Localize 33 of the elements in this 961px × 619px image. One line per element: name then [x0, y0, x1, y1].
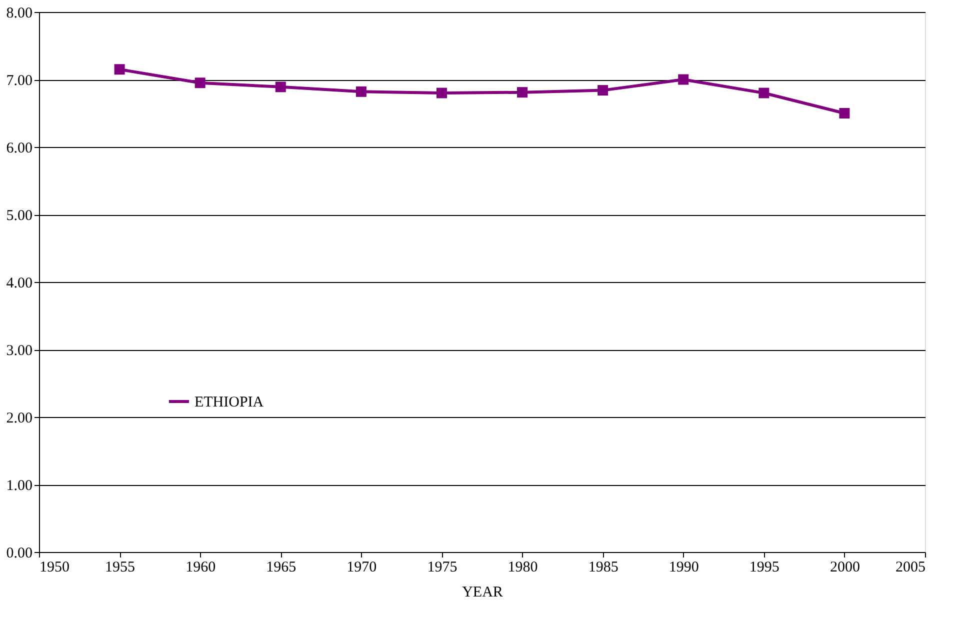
x-axis-title: YEAR [462, 584, 503, 600]
x-tick-label: 1955 [105, 560, 136, 576]
x-tick-label: 1960 [186, 560, 216, 576]
point [436, 88, 447, 98]
point [194, 78, 206, 88]
y-tick-label: 0.00 [6, 546, 32, 562]
x-tick-label: 1980 [508, 560, 538, 576]
legend-label: ETHIOPIA [194, 394, 264, 410]
x-tick-label: 1970 [346, 560, 377, 576]
point [598, 85, 608, 96]
point [356, 86, 366, 97]
y-tick-label: 6.00 [6, 140, 32, 156]
x-tick-label: 1995 [749, 560, 780, 576]
y-tick-label: 7.00 [6, 73, 32, 89]
x-tick-label: 1975 [427, 560, 458, 576]
point [114, 64, 125, 75]
y-tick-label: 5.00 [6, 208, 32, 224]
point [758, 88, 770, 98]
point [678, 74, 689, 85]
x-tick-label: 1985 [588, 560, 618, 576]
y-tick-label: 8.00 [6, 6, 32, 22]
y-tick-label: 3.00 [6, 343, 32, 359]
x-tick-label: 2005 [896, 560, 926, 576]
point [839, 108, 850, 118]
x-tick-label: 1950 [40, 560, 70, 576]
y-tick-label: 1.00 [6, 478, 32, 494]
y-tick-label: 4.00 [6, 276, 32, 292]
y-tick-label: 2.00 [6, 410, 32, 426]
x-tick-label: 1990 [668, 560, 699, 576]
point [275, 82, 286, 92]
x-tick-label: 2000 [830, 560, 860, 576]
point [517, 87, 528, 98]
x-tick-label: 1965 [266, 560, 296, 576]
